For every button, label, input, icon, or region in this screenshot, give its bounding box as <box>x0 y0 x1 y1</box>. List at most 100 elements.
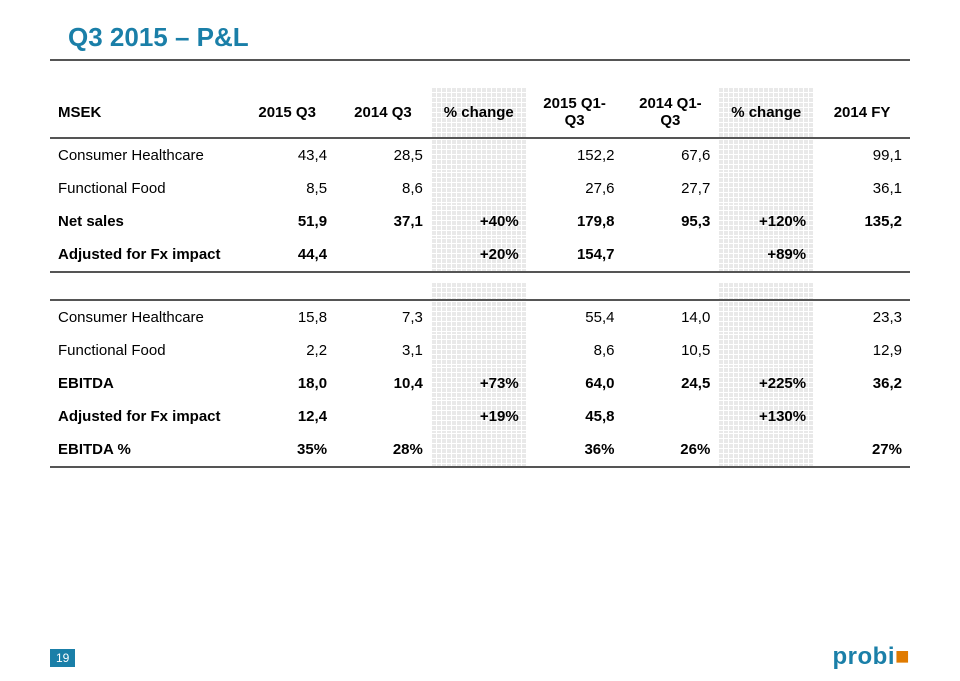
cell: 37,1 <box>335 205 431 238</box>
cell: 15,8 <box>239 300 335 334</box>
row-label: Consumer Healthcare <box>50 138 239 172</box>
cell: +130% <box>718 400 814 433</box>
cell: 2,2 <box>239 334 335 367</box>
cell: 28% <box>335 433 431 467</box>
logo-text: probi <box>833 643 896 670</box>
cell <box>431 433 527 467</box>
cell: 35% <box>239 433 335 467</box>
table-row: Functional Food 8,5 8,6 27,6 27,7 36,1 <box>50 172 910 205</box>
cell <box>814 238 910 272</box>
cell: 36% <box>527 433 623 467</box>
table-row: EBITDA % 35% 28% 36% 26% 27% <box>50 433 910 467</box>
cell <box>335 238 431 272</box>
cell: 23,3 <box>814 300 910 334</box>
cell: +20% <box>431 238 527 272</box>
cell: 55,4 <box>527 300 623 334</box>
cell <box>431 138 527 172</box>
cell: 12,4 <box>239 400 335 433</box>
cell: 44,4 <box>239 238 335 272</box>
slide: Q3 2015 – P&L MSEK 2015 Q3 2014 Q3 % cha… <box>0 0 960 681</box>
cell: 95,3 <box>622 205 718 238</box>
cell <box>718 334 814 367</box>
cell: 135,2 <box>814 205 910 238</box>
table-row: Adjusted for Fx impact 44,4 +20% 154,7 +… <box>50 238 910 272</box>
row-label: Adjusted for Fx impact <box>50 238 239 272</box>
cell: 8,5 <box>239 172 335 205</box>
cell: 27% <box>814 433 910 467</box>
cell <box>718 433 814 467</box>
row-label: Consumer Healthcare <box>50 300 239 334</box>
table-row: Functional Food 2,2 3,1 8,6 10,5 12,9 <box>50 334 910 367</box>
cell: 27,7 <box>622 172 718 205</box>
table-row: Net sales 51,9 37,1 +40% 179,8 95,3 +120… <box>50 205 910 238</box>
cell: 64,0 <box>527 367 623 400</box>
cell <box>814 400 910 433</box>
cell <box>622 400 718 433</box>
row-label: Adjusted for Fx impact <box>50 400 239 433</box>
cell: 8,6 <box>335 172 431 205</box>
cell: 8,6 <box>527 334 623 367</box>
row-label: Net sales <box>50 205 239 238</box>
cell: 12,9 <box>814 334 910 367</box>
table-row: Consumer Healthcare 15,8 7,3 55,4 14,0 2… <box>50 300 910 334</box>
cell: +73% <box>431 367 527 400</box>
cell: 152,2 <box>527 138 623 172</box>
row-label: EBITDA <box>50 367 239 400</box>
col-2014q3: 2014 Q3 <box>335 87 431 138</box>
row-label: Functional Food <box>50 334 239 367</box>
cell: 179,8 <box>527 205 623 238</box>
table-gap <box>50 272 910 282</box>
cell <box>622 238 718 272</box>
cell: 43,4 <box>239 138 335 172</box>
col-change1: % change <box>431 87 527 138</box>
cell <box>335 400 431 433</box>
cell <box>718 138 814 172</box>
logo: probi■ <box>833 643 911 671</box>
cell: 99,1 <box>814 138 910 172</box>
cell: +89% <box>718 238 814 272</box>
cell: 27,6 <box>527 172 623 205</box>
cell: 10,4 <box>335 367 431 400</box>
table-row: Consumer Healthcare 43,4 28,5 152,2 67,6… <box>50 138 910 172</box>
cell: 10,5 <box>622 334 718 367</box>
cell: 28,5 <box>335 138 431 172</box>
table-section-break <box>50 282 910 300</box>
cell <box>718 172 814 205</box>
col-2014fy: 2014 FY <box>814 87 910 138</box>
table-header-row: MSEK 2015 Q3 2014 Q3 % change 2015 Q1-Q3… <box>50 87 910 138</box>
page-title: Q3 2015 – P&L <box>68 22 910 53</box>
row-label: EBITDA % <box>50 433 239 467</box>
cell: 36,1 <box>814 172 910 205</box>
col-msek: MSEK <box>50 87 239 138</box>
cell: 3,1 <box>335 334 431 367</box>
page-number: 19 <box>50 649 75 667</box>
col-2015q3: 2015 Q3 <box>239 87 335 138</box>
cell: +120% <box>718 205 814 238</box>
cell: +225% <box>718 367 814 400</box>
cell: 18,0 <box>239 367 335 400</box>
cell: 51,9 <box>239 205 335 238</box>
cell <box>718 300 814 334</box>
table-row: EBITDA 18,0 10,4 +73% 64,0 24,5 +225% 36… <box>50 367 910 400</box>
cell: +40% <box>431 205 527 238</box>
title-rule <box>50 59 910 61</box>
cell: 154,7 <box>527 238 623 272</box>
col-2014q1q3: 2014 Q1-Q3 <box>622 87 718 138</box>
cell: 67,6 <box>622 138 718 172</box>
pl-table: MSEK 2015 Q3 2014 Q3 % change 2015 Q1-Q3… <box>50 87 910 468</box>
cell: 14,0 <box>622 300 718 334</box>
logo-dot-icon: ■ <box>895 643 910 670</box>
cell: 24,5 <box>622 367 718 400</box>
cell: +19% <box>431 400 527 433</box>
cell <box>431 300 527 334</box>
cell: 45,8 <box>527 400 623 433</box>
cell: 26% <box>622 433 718 467</box>
cell: 7,3 <box>335 300 431 334</box>
cell <box>431 334 527 367</box>
row-label: Functional Food <box>50 172 239 205</box>
col-2015q1q3: 2015 Q1-Q3 <box>527 87 623 138</box>
cell: 36,2 <box>814 367 910 400</box>
table-row: Adjusted for Fx impact 12,4 +19% 45,8 +1… <box>50 400 910 433</box>
cell <box>431 172 527 205</box>
col-change2: % change <box>718 87 814 138</box>
